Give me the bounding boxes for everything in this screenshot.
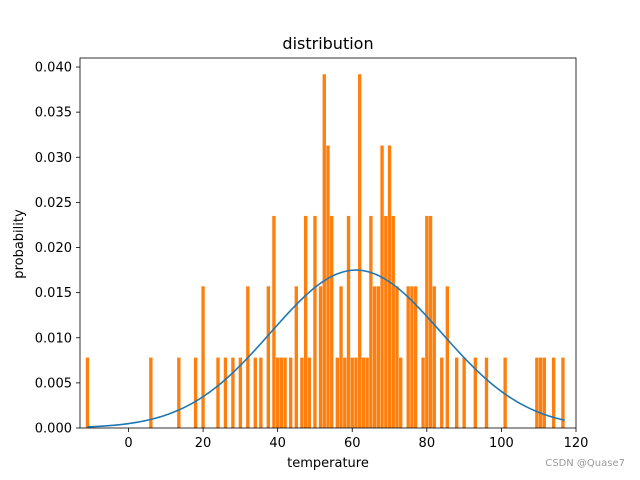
y-tick-label: 0.005 <box>35 376 72 391</box>
histogram-bar <box>561 357 565 428</box>
histogram-bar <box>432 286 436 428</box>
histogram-bar <box>238 357 243 428</box>
histogram-bar <box>279 357 284 428</box>
y-axis-label: probability <box>12 209 27 279</box>
plot-frame <box>79 57 577 429</box>
histogram-bar <box>343 357 347 428</box>
histogram-bar <box>406 286 410 428</box>
histogram-bar <box>330 215 334 428</box>
histogram-bar <box>484 357 489 428</box>
histogram-bar <box>326 145 330 428</box>
histogram-bar <box>354 357 358 428</box>
histogram-bar <box>149 357 153 428</box>
histogram-bar <box>259 357 263 428</box>
histogram-bar <box>201 286 205 428</box>
histogram-bar <box>85 357 90 428</box>
histogram-bar <box>322 74 326 429</box>
y-tick-label: 0.025 <box>35 196 72 211</box>
histogram-bar <box>307 357 312 428</box>
histogram-bar <box>503 357 507 428</box>
histogram-bar <box>177 357 181 428</box>
y-tick-label: 0.040 <box>35 61 72 76</box>
histogram-bar <box>289 357 293 428</box>
histogram-bar <box>193 357 198 428</box>
histogram-bar <box>266 286 271 428</box>
histogram-bar <box>346 215 351 428</box>
histogram-bar <box>272 215 276 428</box>
histogram-bar <box>283 357 287 428</box>
histogram-bar <box>339 286 343 428</box>
histogram-bar <box>369 215 373 428</box>
histogram-bar <box>253 357 257 428</box>
histogram-bar <box>428 215 433 428</box>
histogram-bar <box>399 357 403 428</box>
histogram-bar <box>535 357 539 428</box>
y-tick-label: 0.010 <box>35 331 72 346</box>
x-axis-ticks: 0 20 40 60 80 100 120 <box>124 428 588 451</box>
y-tick-label: 0.020 <box>35 241 72 256</box>
y-axis-ticks: 0.000 0.005 0.010 0.015 0.020 0.025 0.030 0.035… <box>35 61 80 437</box>
histogram-bar <box>231 357 235 428</box>
histogram-bar <box>473 357 477 428</box>
histogram-bar <box>413 286 418 428</box>
histogram-bar <box>365 357 369 428</box>
histogram-bar <box>542 357 546 428</box>
histogram-bar <box>358 74 362 429</box>
histogram-bar <box>538 357 543 428</box>
histogram-bar <box>350 357 354 428</box>
histogram-bar <box>313 215 317 428</box>
histogram-bar <box>395 286 399 428</box>
histogram-bar <box>216 357 220 428</box>
x-axis-label: temperature <box>287 456 369 471</box>
histogram-bar <box>410 286 414 428</box>
x-tick-label: 0 <box>124 436 132 451</box>
histogram-bar <box>551 357 556 428</box>
histogram-bars <box>85 74 565 429</box>
histogram-bar <box>300 357 304 428</box>
x-tick-label: 100 <box>489 436 514 451</box>
histogram-bar <box>294 286 298 428</box>
histogram-bar <box>462 357 466 428</box>
y-tick-label: 0.035 <box>35 106 72 121</box>
histogram-bar <box>376 286 381 428</box>
y-tick-label: 0.015 <box>35 286 72 301</box>
histogram-bar <box>425 215 429 428</box>
histogram-bar <box>445 286 450 428</box>
histogram-bar <box>384 215 388 428</box>
histogram-bar <box>303 215 308 428</box>
histogram-bar <box>387 145 392 428</box>
x-tick-label: 20 <box>195 436 212 451</box>
histogram-bar <box>391 215 395 428</box>
watermark: CSDN @Quase7 <box>545 458 625 469</box>
histogram-bar <box>335 357 340 428</box>
x-tick-label: 60 <box>344 436 361 451</box>
histogram-bar <box>380 145 384 428</box>
histogram-bar <box>421 357 425 428</box>
histogram-bar <box>440 357 444 428</box>
pdf-curve <box>87 269 565 428</box>
chart-title: distribution <box>282 34 373 53</box>
x-tick-label: 40 <box>269 436 286 451</box>
histogram-bar <box>454 357 459 428</box>
y-tick-label: 0.000 <box>35 422 72 437</box>
histogram-bar <box>318 286 323 428</box>
histogram-bar <box>223 357 228 428</box>
histogram-bar <box>275 357 280 428</box>
histogram-bar <box>361 357 366 428</box>
histogram-bar <box>372 286 377 428</box>
x-tick-label: 80 <box>419 436 436 451</box>
y-tick-label: 0.030 <box>35 151 72 166</box>
x-tick-label: 120 <box>564 436 589 451</box>
